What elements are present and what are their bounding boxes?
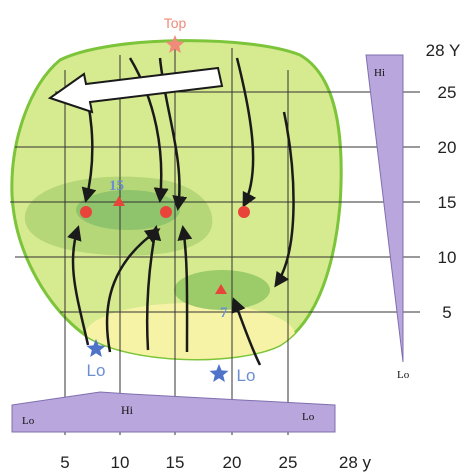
top-star-icon — [165, 35, 185, 53]
x-tick-15: 15 — [166, 453, 185, 472]
right-low-star-icon — [209, 364, 229, 382]
flow-arrow-4 — [235, 57, 257, 208]
y-tick-10: 10 — [438, 248, 457, 267]
peak-triangle-lower — [215, 284, 227, 294]
peak-triangle-upper — [113, 196, 125, 206]
y-tick-25: 25 — [438, 83, 457, 102]
y-tick-20: 20 — [438, 138, 457, 157]
flow-arrow-8 — [145, 225, 162, 351]
top-star-label: Top — [164, 15, 187, 31]
flow-arrow-2 — [128, 57, 169, 203]
x-tick-5: 5 — [60, 453, 69, 472]
x-tick-10: 10 — [111, 453, 130, 472]
red-markers — [80, 206, 250, 218]
y-tick-15: 15 — [438, 193, 457, 212]
flow-arrow-9 — [177, 225, 193, 353]
right-gradient-bar — [365, 54, 404, 363]
bottom-gradient-hi: Hi — [121, 403, 134, 417]
flow-arrow-5 — [274, 111, 295, 288]
y-axis-labels: 28 Y 25 20 15 10 5 — [426, 41, 461, 322]
left-low-star-label: Lo — [87, 361, 106, 380]
x-tick-20: 20 — [223, 453, 242, 472]
peak-label-upper: 15 — [109, 178, 124, 194]
y-axis-end-label: 28 Y — [426, 41, 461, 60]
right-gradient-hi: Hi — [374, 67, 385, 79]
flow-arrows — [67, 57, 295, 366]
y-tick-5: 5 — [442, 303, 451, 322]
bottom-gradient-lo-left: Lo — [22, 415, 35, 427]
right-gradient-lo: Lo — [397, 369, 410, 381]
large-white-arrow — [47, 66, 224, 114]
red-marker-3 — [238, 206, 250, 218]
peak-label-lower: 7 — [220, 305, 228, 321]
x-axis-labels: 5 10 15 20 25 28 y — [60, 453, 371, 472]
left-low-star-icon — [86, 339, 106, 357]
right-low-star-label: Lo — [237, 366, 256, 385]
flow-arrow-10 — [231, 297, 262, 366]
flow-arrow-6 — [67, 225, 90, 346]
bottom-gradient-bar — [11, 391, 336, 433]
yellow-zone — [85, 303, 295, 359]
x-axis-end-label: 28 y — [339, 453, 372, 472]
bottom-gradient-lo-right: Lo — [302, 411, 315, 423]
flow-arrow-7 — [105, 228, 161, 353]
x-tick-25: 25 — [279, 453, 298, 472]
red-marker-2 — [160, 206, 172, 218]
red-marker-1 — [80, 206, 92, 218]
